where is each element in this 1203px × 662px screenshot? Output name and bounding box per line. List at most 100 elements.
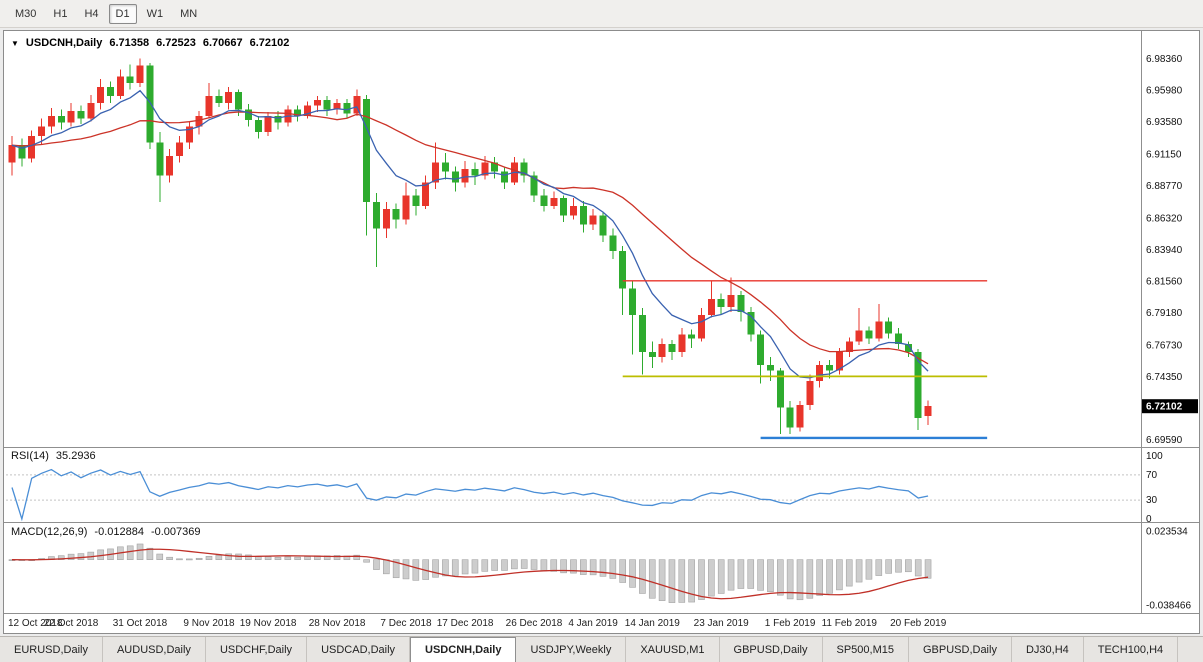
macd-histogram-bar: [225, 553, 232, 560]
candle: [392, 203, 400, 229]
timeframe-button-h1[interactable]: H1: [53, 7, 68, 20]
macd-histogram-bar: [678, 559, 686, 603]
symbol-tab-audusd-daily[interactable]: AUDUSD,Daily: [103, 637, 206, 662]
price-axis: 6.98360 6.95980 6.93580 6.91150 6.88770 6.863…: [1142, 54, 1198, 611]
macd-histogram-bar: [451, 559, 459, 576]
candle: [363, 94, 371, 236]
macd-histogram-bar: [146, 547, 154, 560]
candle: [382, 202, 390, 238]
rsi-axis-label: 70: [1146, 470, 1158, 481]
price-axis-label: 6.79180: [1146, 308, 1183, 319]
candle: [166, 149, 174, 183]
timeframe-toolbar: M30 H1 H4 D1 W1 MN: [0, 0, 1203, 28]
macd-histogram-bar: [373, 559, 380, 570]
candle: [313, 96, 321, 113]
timeframe-button-mn[interactable]: MN: [180, 7, 198, 20]
rsi-value: 35.2936: [55, 450, 96, 462]
ohlc-open: 6.71358: [109, 37, 150, 49]
macd-histogram-bar: [402, 559, 410, 580]
macd-histogram-bar: [806, 559, 814, 599]
macd-name: MACD(12,26,9): [11, 526, 88, 538]
candle: [865, 326, 873, 344]
macd-histogram-bar: [205, 556, 213, 560]
date-label: 9 Nov 2018: [183, 618, 235, 629]
symbol-tab-gbpusd-daily[interactable]: GBPUSD,Daily: [909, 637, 1012, 662]
quick-trade-arrow-icon[interactable]: ▼: [11, 38, 19, 48]
timeframe-button-w1[interactable]: W1: [146, 7, 164, 20]
symbol-tab-eurusd-daily[interactable]: EURUSD,Daily: [0, 637, 103, 662]
symbol-tab-gbpusd-daily[interactable]: GBPUSD,Daily: [720, 637, 823, 662]
candle: [501, 166, 508, 189]
rsi-axis-label: 100: [1146, 451, 1163, 462]
candle: [875, 304, 883, 342]
macd-histogram-bar: [875, 559, 883, 576]
macd-histogram-bar: [166, 556, 173, 560]
macd-histogram-bar: [333, 555, 341, 560]
macd-histogram-bar: [264, 556, 272, 560]
symbol-tab-tech100-h4[interactable]: TECH100,H4: [1084, 637, 1179, 662]
candle: [885, 317, 893, 339]
timeframe-button-m30[interactable]: M30: [15, 7, 37, 20]
candle: [225, 86, 233, 110]
chart-canvas[interactable]: 6.98360 6.95980 6.93580 6.91150 6.88770 6.863…: [4, 31, 1199, 633]
candle: [343, 98, 351, 119]
candle: [156, 131, 164, 203]
macd-histogram-bar: [619, 559, 627, 583]
symbol-tab-usdcad-daily[interactable]: USDCAD,Daily: [307, 637, 411, 662]
macd-histogram-bar: [826, 559, 833, 594]
macd-histogram-bar: [836, 559, 843, 591]
macd-histogram-bar: [698, 559, 705, 600]
symbol-tab-dj30-h4[interactable]: DJ30,H4: [1012, 637, 1084, 662]
macd-histogram-bar: [668, 559, 676, 603]
symbol-tab-usdcnh-daily[interactable]: USDCNH,Daily: [410, 637, 517, 662]
candle: [274, 110, 282, 130]
candle: [766, 357, 774, 382]
ohlc-high: 6.72523: [156, 37, 196, 49]
candle: [205, 82, 213, 119]
candle: [67, 102, 75, 127]
macd-histogram-bar: [550, 559, 558, 572]
timeframe-button-h4[interactable]: H4: [84, 7, 99, 20]
candle: [244, 104, 252, 127]
candle: [18, 138, 26, 167]
macd-indicator-label: MACD(12,26,9) -0.012884 -0.007369: [11, 526, 201, 538]
main-price-panel[interactable]: [8, 58, 988, 440]
macd-histogram-bar: [471, 559, 479, 574]
candle: [87, 94, 95, 122]
macd-histogram-bar: [442, 559, 449, 577]
ma-slow-line: [11, 111, 929, 365]
symbol-tab-usdjpy-weekly[interactable]: USDJPY,Weekly: [516, 637, 627, 662]
macd-histogram-bar: [589, 559, 597, 576]
macd-histogram-bar: [914, 559, 922, 577]
macd-histogram-bar: [639, 559, 646, 594]
candle: [727, 277, 735, 313]
macd-histogram-bar: [304, 556, 311, 560]
macd-histogram-bar: [530, 559, 538, 570]
date-label: 23 Jan 2019: [694, 618, 749, 629]
macd-histogram-bar: [629, 559, 636, 588]
chart-window[interactable]: 6.98360 6.95980 6.93580 6.91150 6.88770 6.863…: [3, 30, 1200, 634]
macd-histogram-bar: [254, 556, 262, 560]
symbol-tab-usdchf-daily[interactable]: USDCHF,Daily: [206, 637, 308, 662]
macd-panel[interactable]: [8, 543, 932, 603]
candle: [185, 121, 193, 150]
timeframe-button-d1[interactable]: D1: [108, 3, 137, 24]
macd-histogram-bar: [540, 559, 548, 572]
macd-histogram-bar: [491, 559, 498, 571]
symbol-tab-xauusd-m1[interactable]: XAUUSD,M1: [626, 637, 720, 662]
candle: [589, 208, 597, 230]
macd-histogram-bar: [353, 554, 361, 560]
macd-histogram-bar: [186, 558, 193, 561]
macd-histogram-bar: [816, 559, 824, 596]
candle: [372, 192, 380, 268]
price-axis-label: 6.83940: [1146, 245, 1183, 256]
rsi-panel[interactable]: [6, 468, 1141, 522]
macd-signal-line: [11, 548, 929, 600]
symbol-tabbar: EURUSD,Daily AUDUSD,Daily USDCHF,Daily USDC…: [0, 636, 1203, 662]
macd-histogram-bar: [767, 559, 774, 593]
macd-histogram-bar: [579, 559, 587, 575]
symbol-tab-sp500-m15[interactable]: SP500,M15: [823, 637, 909, 662]
macd-histogram-bar: [57, 555, 65, 560]
macd-histogram-bar: [865, 559, 873, 580]
macd-histogram-bar: [126, 545, 134, 560]
